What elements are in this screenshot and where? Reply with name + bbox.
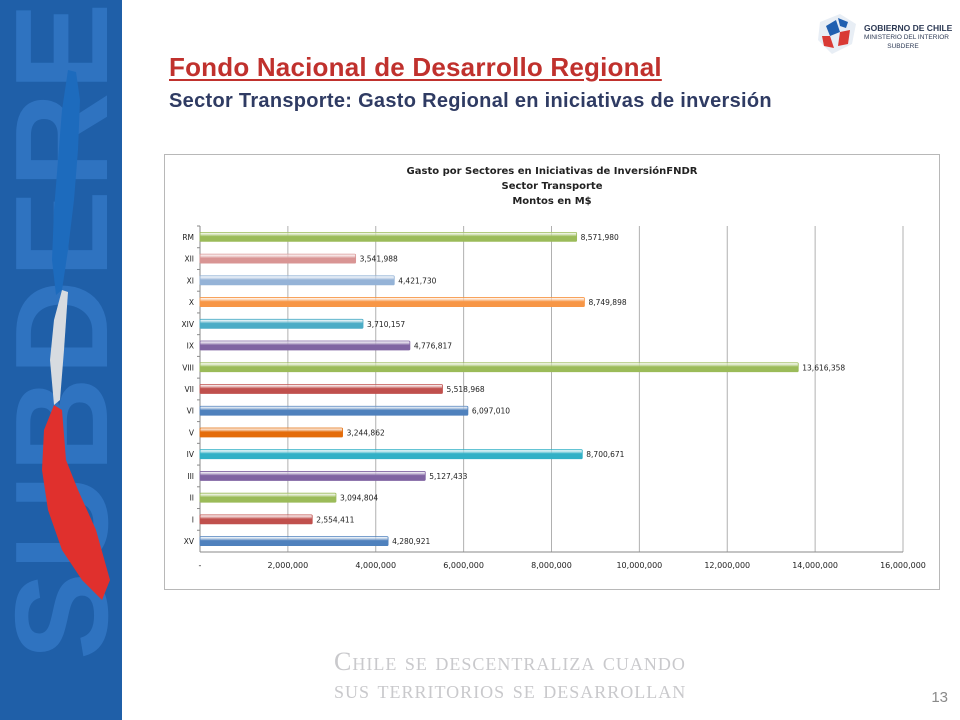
bar-IV <box>199 449 583 460</box>
data-label-I: 2,554,411 <box>316 515 354 524</box>
data-label-XIV: 3,710,157 <box>367 320 405 329</box>
y-category-label: V <box>189 428 195 437</box>
x-tick-label: 8,000,000 <box>531 561 572 570</box>
data-label-VI: 6,097,010 <box>472 407 510 416</box>
data-label-XI: 4,421,730 <box>398 276 436 285</box>
y-category-label: II <box>190 494 194 503</box>
y-category-label: VII <box>184 385 194 394</box>
government-logo: GOBIERNO DE CHILE MINISTERIO DEL INTERIO… <box>812 8 952 68</box>
logo-government-text: GOBIERNO DE CHILE <box>864 23 953 33</box>
bar-I <box>199 514 313 525</box>
x-tick-label: 16,000,000 <box>880 561 926 570</box>
y-category-label: VI <box>187 407 194 416</box>
bar-RM <box>199 231 578 242</box>
bar-VIII <box>199 362 799 373</box>
bar-VI <box>199 405 469 416</box>
tagline-line-1: Chile se descentraliza cuando <box>334 647 686 676</box>
data-label-IX: 4,776,817 <box>414 342 452 351</box>
chart-container: Gasto por Sectores en Iniciativas de Inv… <box>164 154 940 590</box>
bar-II <box>199 492 337 503</box>
x-tick-label: 12,000,000 <box>704 561 750 570</box>
y-category-label: IX <box>187 342 194 351</box>
y-category-label: XII <box>184 255 194 264</box>
bar-V <box>199 427 343 438</box>
x-tick-label: 2,000,000 <box>268 561 309 570</box>
data-label-X: 8,749,898 <box>588 298 626 307</box>
y-category-label: VIII <box>182 363 194 372</box>
x-tick-label: 6,000,000 <box>443 561 484 570</box>
chart-title-line: Sector Transporte <box>502 181 603 192</box>
bar-XV <box>199 536 389 547</box>
data-label-VII: 5,518,968 <box>446 385 484 394</box>
bar-VII <box>199 384 443 394</box>
sidebar-brand-strip: SUBDERE <box>0 0 122 720</box>
y-category-label: I <box>192 515 194 524</box>
data-label-V: 3,244,862 <box>347 428 385 437</box>
data-label-II: 3,094,804 <box>340 494 378 503</box>
data-label-RM: 8,571,980 <box>581 233 619 242</box>
y-category-label: IV <box>187 450 195 459</box>
slide-title: Fondo Nacional de Desarrollo Regional <box>169 52 662 82</box>
bar-X <box>199 297 585 307</box>
y-category-label: XI <box>187 276 194 285</box>
y-category-label: X <box>189 298 194 307</box>
tagline-line-2: sus territorios se desarrollan <box>334 675 687 704</box>
y-category-label: XV <box>184 537 195 546</box>
bar-XI <box>199 275 395 286</box>
data-label-XV: 4,280,921 <box>392 537 430 546</box>
x-tick-label: 4,000,000 <box>355 561 396 570</box>
data-label-VIII: 13,616,358 <box>802 363 845 372</box>
data-label-III: 5,127,433 <box>429 472 467 481</box>
slide-tagline: Chile se descentraliza cuando sus territ… <box>334 648 686 704</box>
bar-XIV <box>199 318 364 329</box>
page-number: 13 <box>931 689 948 706</box>
x-tick-label: 10,000,000 <box>616 561 662 570</box>
y-category-label: RM <box>182 233 194 242</box>
logo-ministry-text: MINISTERIO DEL INTERIOR <box>864 34 949 41</box>
bar-chart: Gasto por Sectores en Iniciativas de Inv… <box>182 165 926 570</box>
data-label-XII: 3,541,988 <box>360 255 398 264</box>
y-category-label: XIV <box>182 320 195 329</box>
chart-title-line: Gasto por Sectores en Iniciativas de Inv… <box>407 165 698 177</box>
x-tick-label: 14,000,000 <box>792 561 838 570</box>
bar-XII <box>199 253 357 264</box>
y-category-label: III <box>187 472 194 481</box>
chart-title-line: Montos en M$ <box>512 196 591 207</box>
logo-agency-text: SUBDERE <box>887 43 919 50</box>
bar-IX <box>199 340 411 351</box>
bar-III <box>199 471 426 481</box>
x-tick-label: - <box>199 561 202 570</box>
slide-subtitle: Sector Transporte: Gasto Regional en ini… <box>169 90 772 112</box>
star-flag-icon <box>818 14 856 54</box>
chile-map-illustration <box>42 70 110 600</box>
data-label-IV: 8,700,671 <box>586 450 624 459</box>
